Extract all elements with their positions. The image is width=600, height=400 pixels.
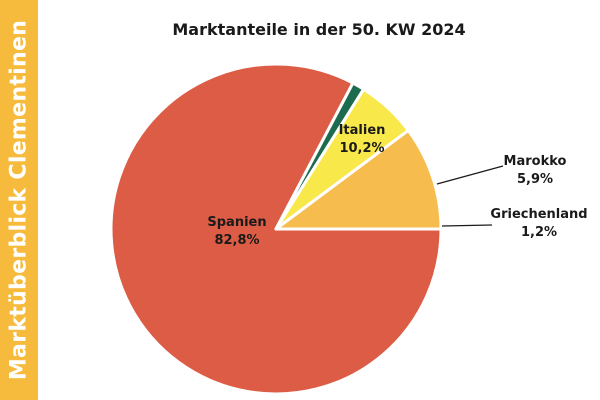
leader-line-griechenland bbox=[441, 224, 493, 227]
slice-name-marokko: Marokko bbox=[503, 154, 567, 169]
slice-name-italien: Italien bbox=[338, 123, 386, 138]
leader-lines bbox=[436, 165, 504, 227]
chart-title: Marktanteile in der 50. KW 2024 bbox=[172, 20, 466, 39]
slice-label-italien: Italien 10,2% bbox=[322, 122, 402, 158]
side-banner: Marktüberblick Clementinen bbox=[0, 0, 38, 400]
slice-name-spanien: Spanien bbox=[207, 215, 267, 230]
slice-label-griechenland: Griechenland 1,2% bbox=[484, 206, 594, 242]
slice-value-spanien: 82,8% bbox=[214, 233, 260, 248]
slice-value-italien: 10,2% bbox=[339, 141, 385, 156]
slice-name-griechenland: Griechenland bbox=[490, 207, 588, 222]
pie-slice-italien bbox=[274, 128, 443, 231]
pie-slices bbox=[109, 62, 443, 396]
slice-value-griechenland: 1,2% bbox=[520, 225, 558, 240]
slice-label-marokko: Marokko 5,9% bbox=[495, 153, 575, 189]
slice-label-spanien: Spanien 82,8% bbox=[197, 214, 277, 250]
leader-line-marokko bbox=[436, 165, 504, 185]
slice-value-marokko: 5,9% bbox=[516, 172, 554, 187]
